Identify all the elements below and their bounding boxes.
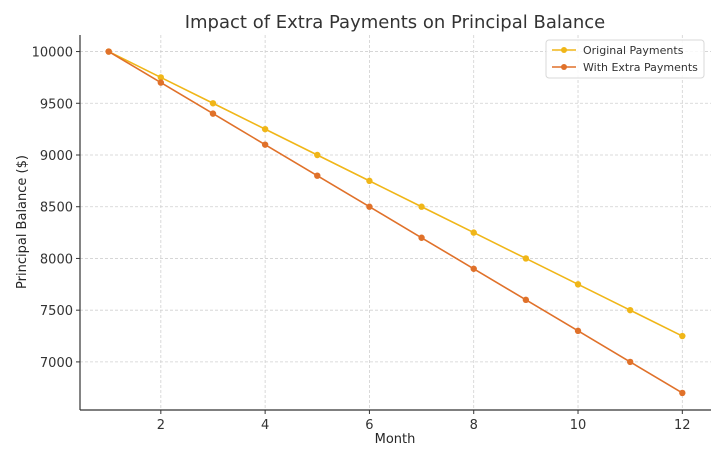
x-tick-label: 4 xyxy=(261,418,269,433)
data-point xyxy=(261,125,269,133)
y-tick-label: 9500 xyxy=(40,97,73,112)
legend-label: With Extra Payments xyxy=(583,61,698,74)
legend: Original Payments With Extra Payments xyxy=(545,39,705,79)
y-tick-label: 8500 xyxy=(40,201,73,216)
data-point xyxy=(314,172,321,179)
data-point xyxy=(679,389,686,397)
y-tick-label: 7000 xyxy=(40,356,73,371)
y-axis-label: Principal Balance ($) xyxy=(15,155,30,289)
y-tick-label: 7500 xyxy=(40,304,73,319)
y-tick-label: 9000 xyxy=(40,149,73,164)
legend-marker-icon xyxy=(561,64,567,70)
x-tick-label: 6 xyxy=(365,418,373,433)
chart-title: Impact of Extra Payments on Principal Ba… xyxy=(185,12,606,33)
data-point xyxy=(314,151,321,159)
x-tick-label: 12 xyxy=(674,418,691,433)
x-axis-label: Month xyxy=(375,432,416,447)
series-line xyxy=(108,50,683,337)
x-tick-label: 8 xyxy=(470,418,478,433)
data-point xyxy=(157,74,165,81)
data-series xyxy=(105,48,686,397)
data-point xyxy=(626,358,634,366)
data-point xyxy=(522,255,530,262)
data-point xyxy=(105,48,112,55)
data-point xyxy=(470,265,477,272)
y-tick-label: 8000 xyxy=(40,252,73,267)
legend-marker-icon xyxy=(561,47,567,53)
data-point xyxy=(418,234,425,241)
series-line xyxy=(108,50,683,394)
x-tick-label: 2 xyxy=(157,418,165,433)
data-point xyxy=(522,296,530,304)
y-tick-label: 10000 xyxy=(32,46,73,61)
data-point xyxy=(574,281,582,288)
data-point xyxy=(418,203,425,210)
axes: 2 4 6 8 10 12 7000 7500 8000 8500 9000 9500 10000 xyxy=(32,35,711,433)
data-point xyxy=(626,306,634,314)
data-point xyxy=(574,327,582,335)
x-tick-label: 10 xyxy=(570,418,587,433)
data-point xyxy=(261,141,269,148)
data-point xyxy=(209,110,217,117)
data-point xyxy=(157,79,165,86)
data-point xyxy=(470,229,477,236)
legend-label: Original Payments xyxy=(583,44,684,57)
data-point xyxy=(679,332,686,340)
data-point xyxy=(209,100,217,107)
data-point xyxy=(366,203,373,210)
legend-box xyxy=(545,39,705,79)
data-point xyxy=(366,177,373,185)
